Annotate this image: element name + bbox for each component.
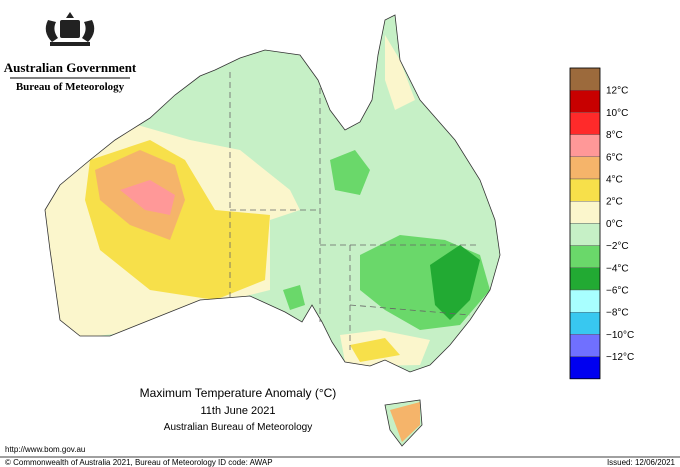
legend-swatch xyxy=(569,267,601,291)
legend-label: 12°C xyxy=(606,86,628,97)
legend-label: 8°C xyxy=(606,130,623,141)
legend-swatch xyxy=(569,156,601,180)
legend-label: −12°C xyxy=(606,352,634,363)
legend-label: −10°C xyxy=(606,330,634,341)
legend-label: −6°C xyxy=(606,286,629,297)
government-crest xyxy=(45,12,95,46)
map-source: Australian Bureau of Meteorology xyxy=(164,422,312,433)
legend-label: 4°C xyxy=(606,175,623,186)
legend: 12°C 10°C 8°C 6°C 4°C 2°C 0°C −2°C −4°C −6°C −8°C −… xyxy=(569,67,634,380)
legend-label: 10°C xyxy=(606,108,628,119)
legend-label: −8°C xyxy=(606,308,629,319)
legend-swatch xyxy=(569,200,601,224)
legend-label: −2°C xyxy=(606,241,629,252)
legend-swatch xyxy=(569,178,601,202)
legend-swatch xyxy=(569,356,601,380)
map-date: 11th June 2021 xyxy=(200,405,275,417)
government-name: Australian Government xyxy=(4,60,137,75)
legend-swatch xyxy=(569,289,601,313)
legend-label: −4°C xyxy=(606,263,629,274)
legend-swatch xyxy=(569,223,601,246)
legend-swatch xyxy=(569,334,601,357)
legend-swatch xyxy=(569,89,601,113)
footer-id: ID code: AWAP xyxy=(218,458,273,467)
footer-issued: Issued: 12/06/2021 xyxy=(607,458,676,467)
legend-swatch xyxy=(569,134,601,158)
footer-copyright: © Commonwealth of Australia 2021, Bureau… xyxy=(5,458,216,467)
map-title: Maximum Temperature Anomaly (°C) xyxy=(140,386,337,400)
legend-label: 6°C xyxy=(606,152,623,163)
legend-label: 2°C xyxy=(606,197,623,208)
legend-swatch xyxy=(569,67,601,91)
legend-swatch xyxy=(569,312,601,335)
legend-swatch xyxy=(569,112,601,135)
state-borders xyxy=(229,72,480,350)
footer-url: http://www.bom.gov.au xyxy=(5,445,85,454)
legend-frame xyxy=(569,67,601,380)
legend-label: 0°C xyxy=(606,219,623,230)
legend-swatch xyxy=(569,245,601,269)
bureau-name: Bureau of Meteorology xyxy=(16,81,125,93)
